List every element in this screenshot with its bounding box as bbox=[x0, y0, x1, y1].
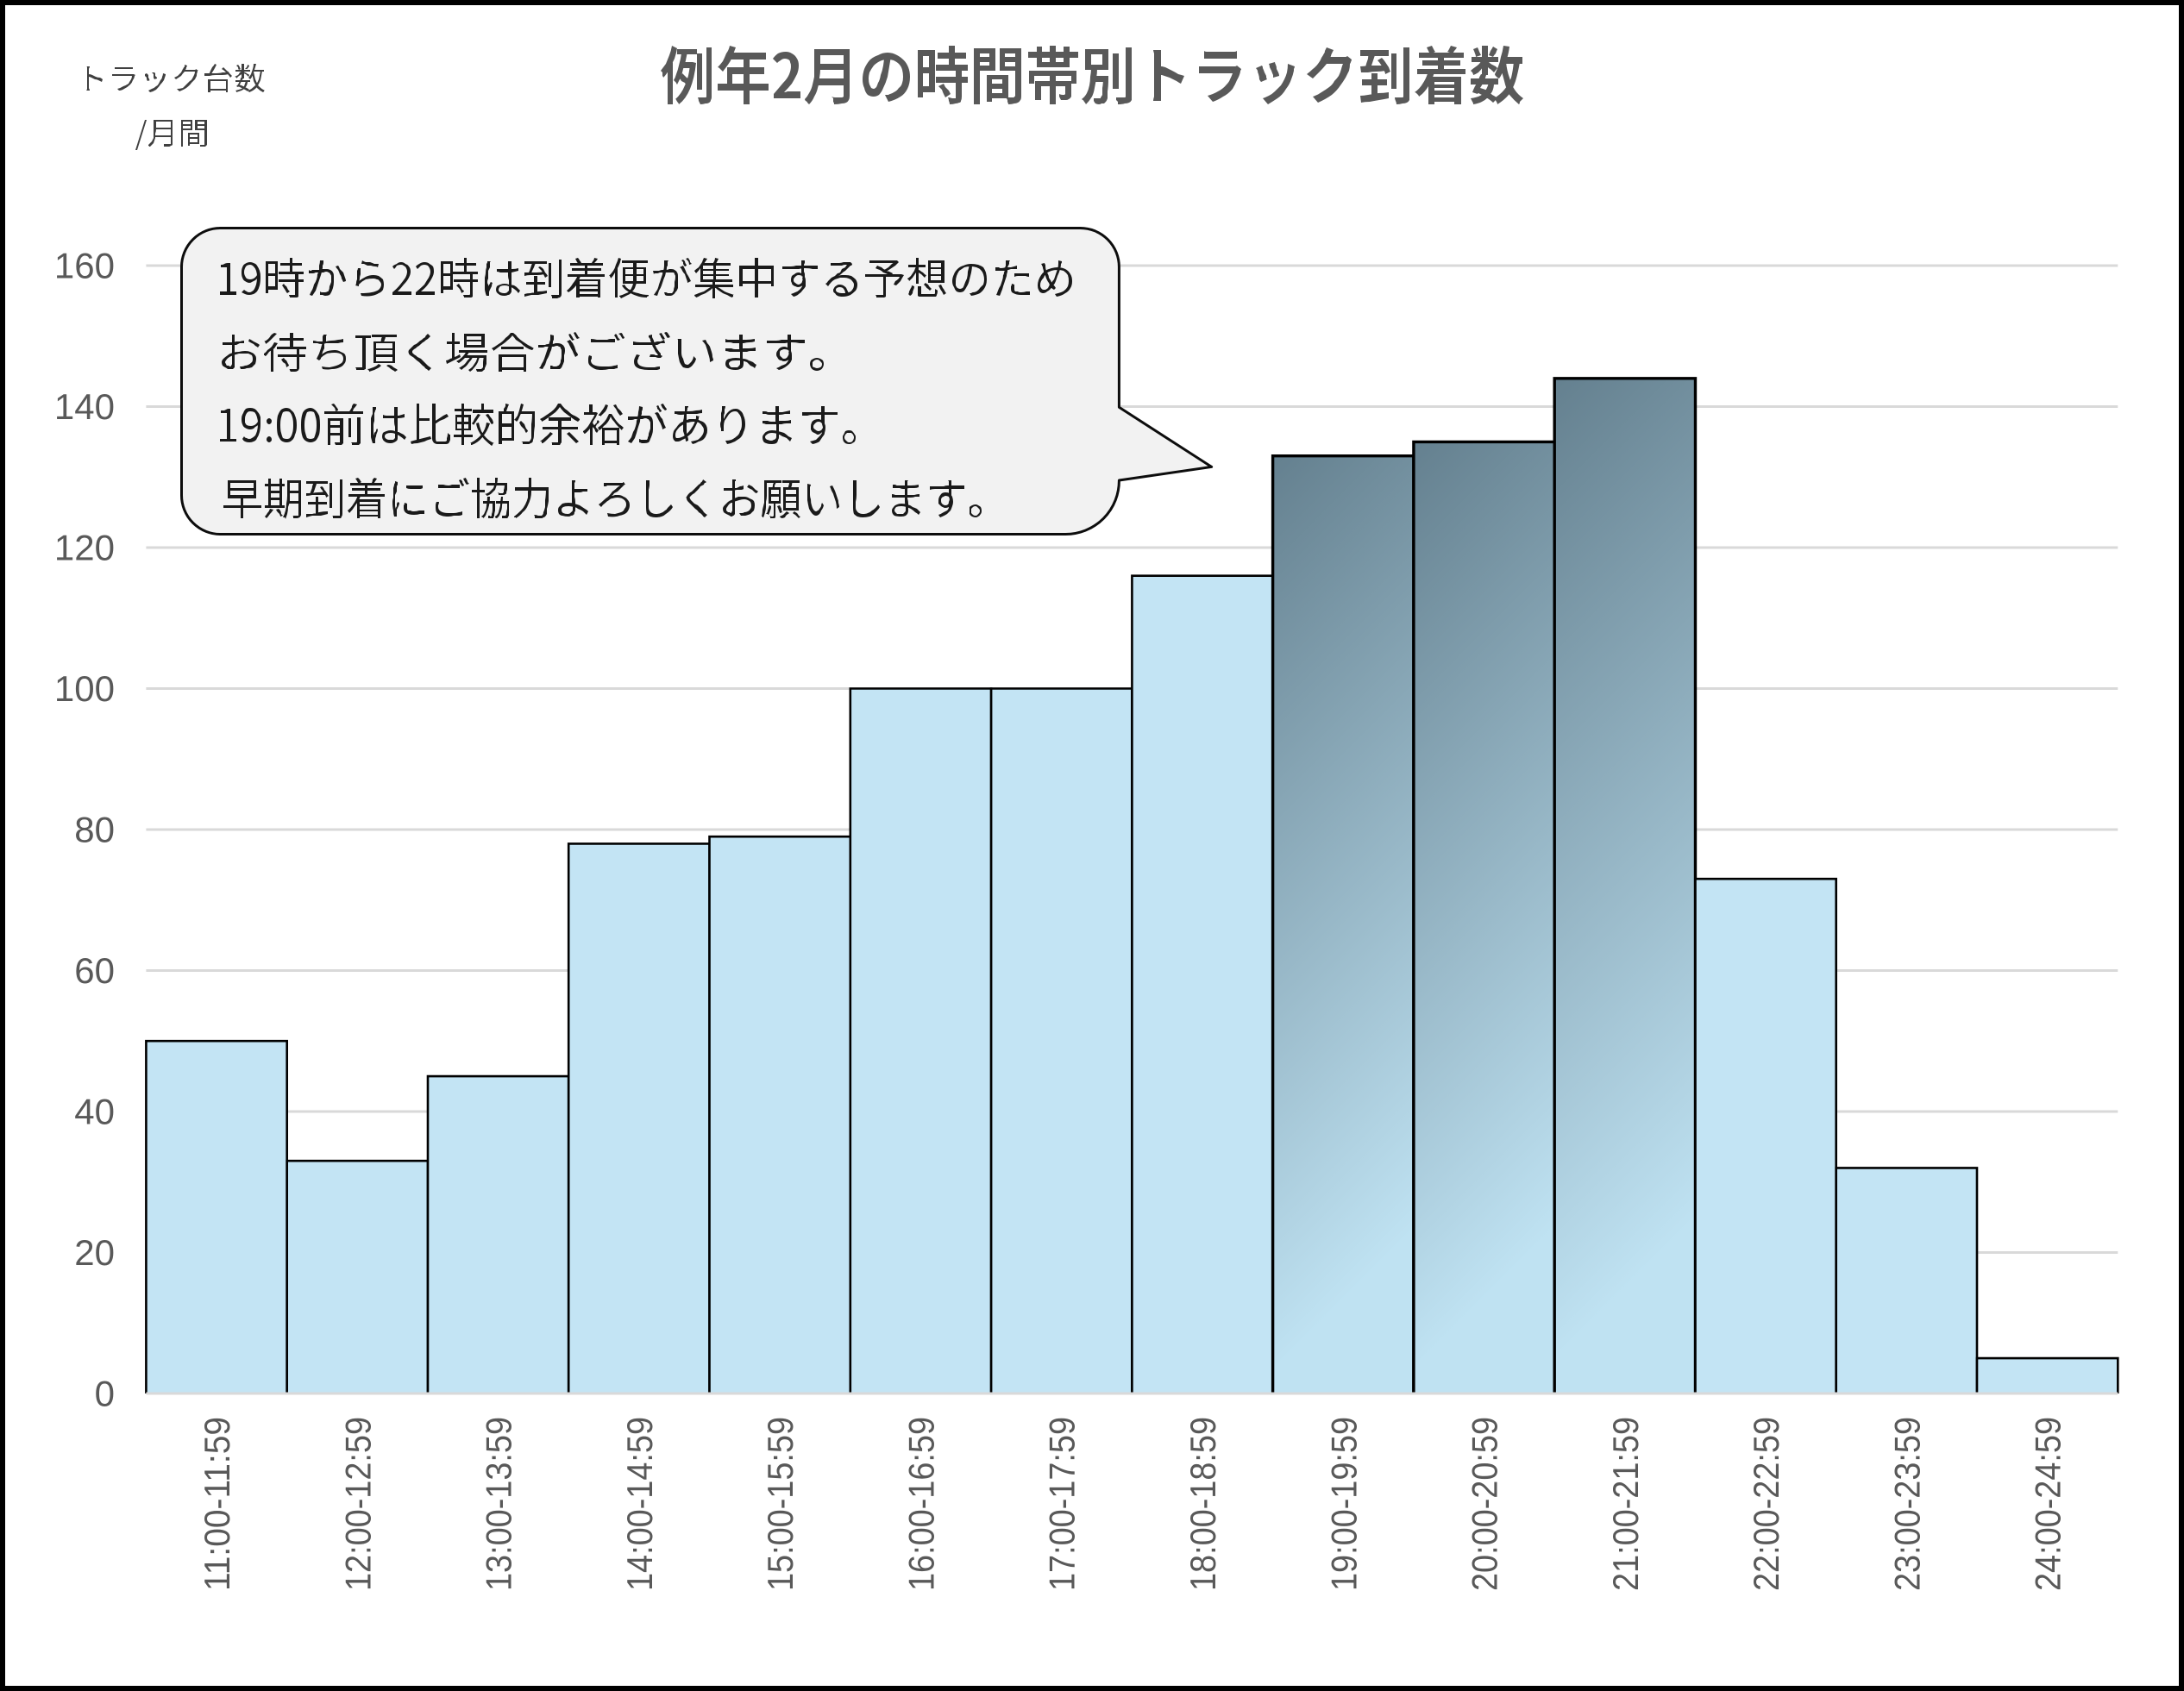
svg-text:15:00-15:59: 15:00-15:59 bbox=[760, 1417, 800, 1591]
svg-text:0: 0 bbox=[95, 1374, 115, 1414]
svg-text:20: 20 bbox=[74, 1232, 115, 1273]
svg-text:22:00-22:59: 22:00-22:59 bbox=[1746, 1417, 1786, 1591]
svg-text:23:00-23:59: 23:00-23:59 bbox=[1886, 1417, 1927, 1591]
svg-text:18:00-18:59: 18:00-18:59 bbox=[1183, 1417, 1223, 1591]
svg-text:19:00-19:59: 19:00-19:59 bbox=[1323, 1417, 1364, 1591]
svg-text:60: 60 bbox=[74, 950, 115, 991]
svg-text:11:00-11:59: 11:00-11:59 bbox=[197, 1417, 237, 1591]
svg-text:14:00-14:59: 14:00-14:59 bbox=[619, 1417, 660, 1591]
svg-text:24:00-24:59: 24:00-24:59 bbox=[2028, 1417, 2068, 1591]
svg-text:16:00-16:59: 16:00-16:59 bbox=[901, 1417, 941, 1591]
svg-text:100: 100 bbox=[54, 668, 115, 709]
svg-text:13:00-13:59: 13:00-13:59 bbox=[479, 1417, 519, 1591]
svg-text:160: 160 bbox=[54, 246, 115, 286]
svg-text:40: 40 bbox=[74, 1092, 115, 1132]
svg-text:17:00-17:59: 17:00-17:59 bbox=[1042, 1417, 1083, 1591]
svg-text:20:00-20:59: 20:00-20:59 bbox=[1465, 1417, 1505, 1591]
svg-text:120: 120 bbox=[54, 528, 115, 568]
svg-text:80: 80 bbox=[74, 810, 115, 850]
svg-text:140: 140 bbox=[54, 386, 115, 427]
svg-text:21:00-21:59: 21:00-21:59 bbox=[1605, 1417, 1646, 1591]
svg-text:12:00-12:59: 12:00-12:59 bbox=[337, 1417, 378, 1591]
